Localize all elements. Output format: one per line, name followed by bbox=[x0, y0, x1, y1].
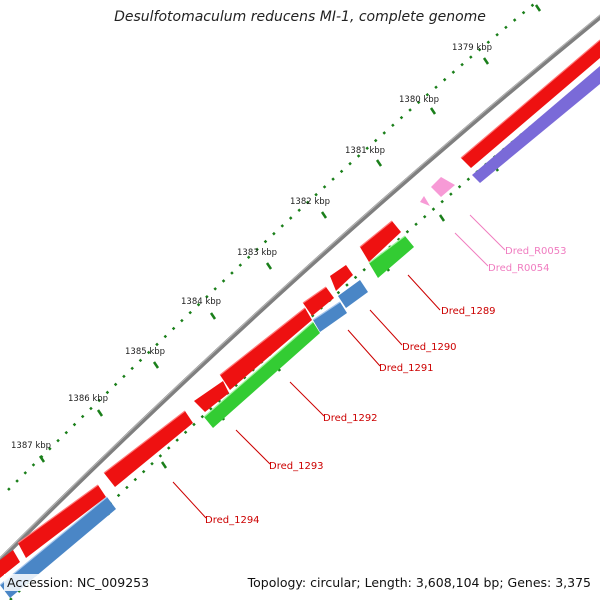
gene-1290-arrow bbox=[330, 265, 353, 291]
gene-labels: Dred_R0053 Dred_R0054 Dred_1289 Dred_129… bbox=[205, 246, 567, 526]
gene-blue-1291 bbox=[313, 302, 347, 332]
gene-label-dred-1293: Dred_1293 bbox=[269, 461, 324, 472]
gene-1294-arrow bbox=[104, 411, 193, 487]
accession-text: Accession: NC_009253 bbox=[4, 574, 153, 591]
gene-label-dred-1291: Dred_1291 bbox=[379, 363, 434, 374]
genome-backbone bbox=[0, 14, 600, 564]
scale-labels: 1379 kbp 1380 kbp 1381 kbp 1382 kbp 1383… bbox=[11, 43, 492, 451]
reverse-genes bbox=[0, 66, 600, 598]
scale-label-1387: 1387 kbp bbox=[11, 441, 51, 451]
scale-label-1381: 1381 kbp bbox=[345, 146, 385, 156]
map-title: Desulfotomaculum reducens MI-1, complete… bbox=[114, 9, 486, 25]
scale-label-1384: 1384 kbp bbox=[181, 297, 221, 307]
scale-label-1382: 1382 kbp bbox=[290, 197, 330, 207]
gene-1279-arrow bbox=[461, 40, 600, 168]
gene-1293-arrow bbox=[194, 381, 229, 412]
gene-1292-arrow bbox=[220, 308, 312, 390]
gene-label-dred-1289: Dred_1289 bbox=[441, 306, 496, 317]
gene-1289-arrow bbox=[360, 221, 401, 262]
outer-tick-ring bbox=[7, 0, 541, 491]
outer-major-ticks bbox=[38, 4, 542, 463]
gene-label-dred-1294: Dred_1294 bbox=[205, 515, 260, 526]
gene-purple-arrow bbox=[472, 66, 600, 183]
gene-pink-r0053 bbox=[431, 177, 455, 197]
gene-label-dred-1292: Dred_1292 bbox=[323, 413, 378, 424]
genome-backbone-highlight bbox=[0, 14, 600, 559]
gene-1295-arrow bbox=[18, 485, 106, 558]
genome-summary-text: Topology: circular; Length: 3,608,104 bp… bbox=[244, 574, 594, 591]
gene-1296-arrow bbox=[0, 550, 20, 578]
gene-pink-r0054 bbox=[420, 196, 430, 206]
gene-green-1292 bbox=[204, 322, 320, 428]
scale-label-1379: 1379 kbp bbox=[452, 43, 492, 53]
gene-label-dred-1290: Dred_1290 bbox=[402, 342, 457, 353]
gene-blue-1295 bbox=[0, 497, 116, 598]
gene-label-dred-r0053: Dred_R0053 bbox=[505, 246, 567, 257]
gene-1291-arrow bbox=[303, 287, 334, 316]
label-leaders bbox=[172, 214, 506, 519]
scale-label-1383: 1383 kbp bbox=[237, 248, 277, 258]
scale-label-1380: 1380 kbp bbox=[399, 95, 439, 105]
gene-green-1289 bbox=[369, 236, 414, 278]
scale-label-1385: 1385 kbp bbox=[125, 347, 165, 357]
gene-label-dred-r0054: Dred_R0054 bbox=[488, 263, 550, 274]
gene-blue-1290 bbox=[338, 280, 368, 308]
scale-label-1386: 1386 kbp bbox=[68, 394, 108, 404]
forward-genes bbox=[0, 39, 600, 578]
